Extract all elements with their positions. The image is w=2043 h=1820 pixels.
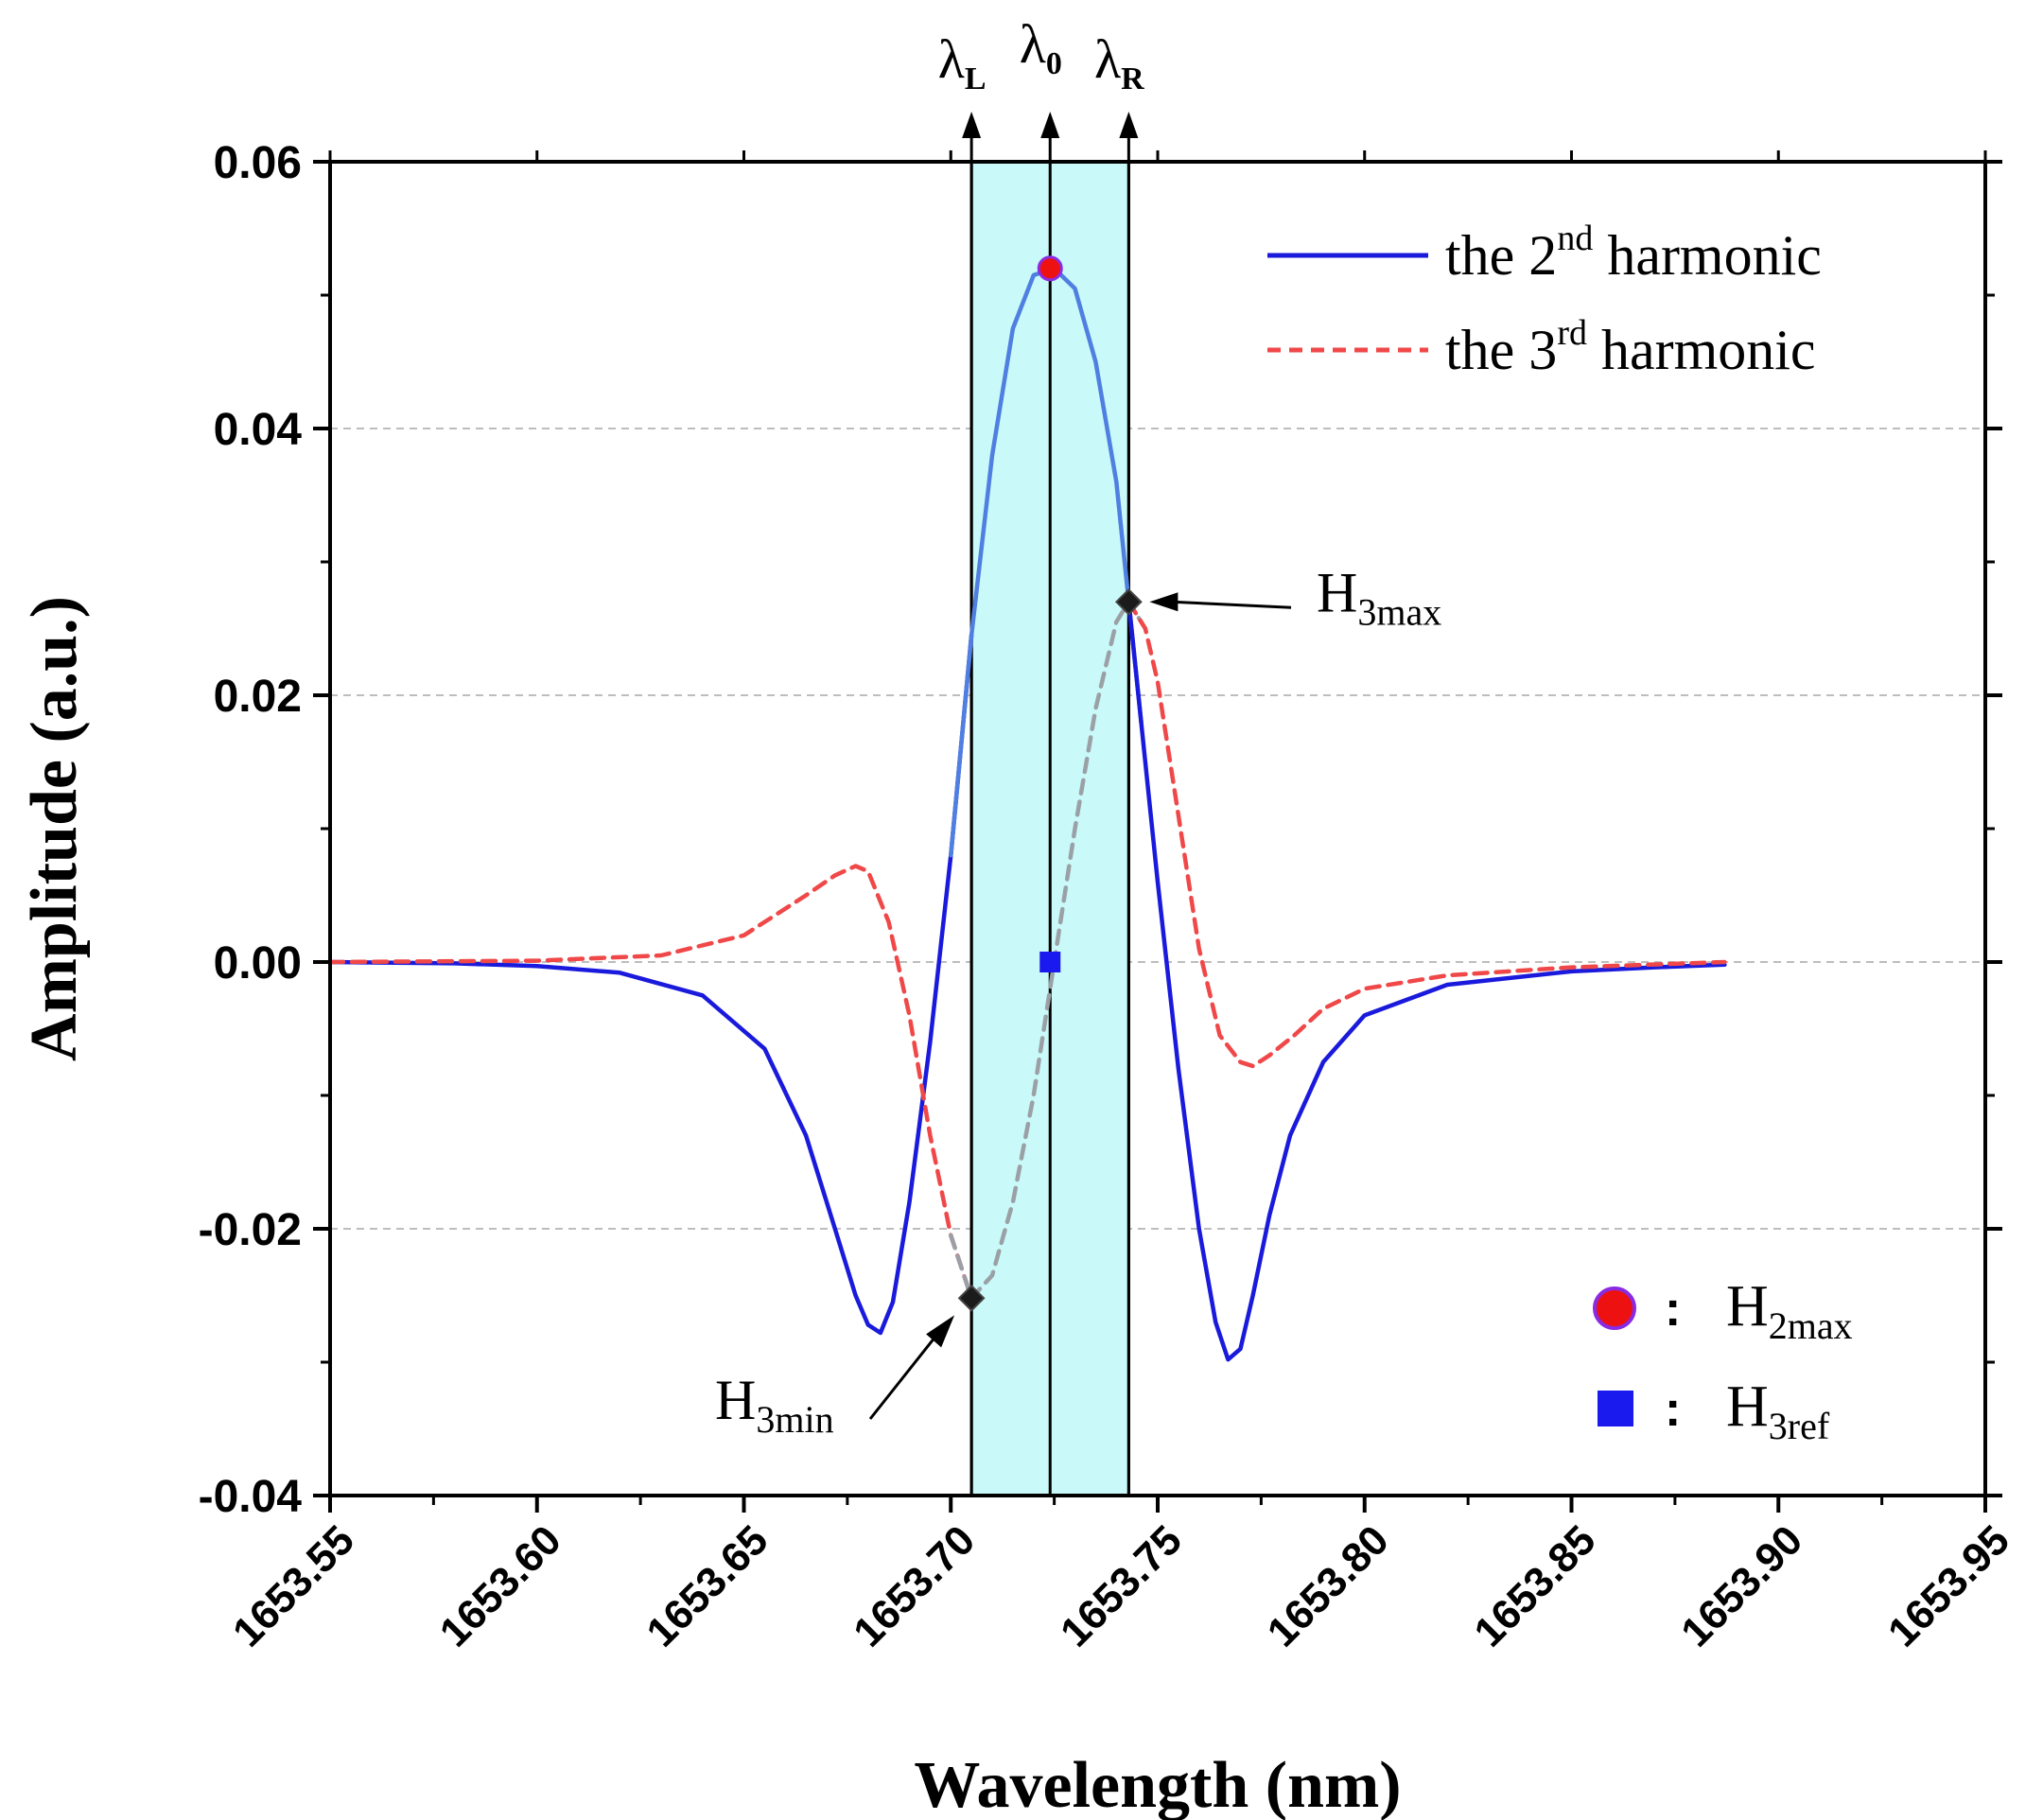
x-tick-label: 1653.75 xyxy=(1052,1516,1191,1655)
h3max-label-base: H xyxy=(1317,561,1357,623)
y-tick-label: 0.00 xyxy=(214,938,302,989)
legend-label-rest: harmonic xyxy=(1593,224,1822,287)
point-layer xyxy=(957,255,1143,1312)
marker-arrow-L xyxy=(962,112,982,138)
marker-label-symbol: λ xyxy=(938,28,965,90)
x-tick-label: 1653.80 xyxy=(1259,1516,1398,1655)
marker-label-L: λL xyxy=(938,28,987,96)
legend-label-rest: harmonic xyxy=(1587,319,1816,381)
marker-arrow-R xyxy=(1119,112,1139,138)
legend-label-base: the 2 xyxy=(1445,224,1557,287)
y-tick-label: 0.02 xyxy=(214,672,302,722)
y-tick-label: 0.04 xyxy=(214,405,303,455)
marker-label-sub: L xyxy=(965,61,987,96)
x-tick-label: 1653.65 xyxy=(637,1516,777,1655)
legend-label-sup: rd xyxy=(1557,313,1587,353)
legend-label-base: the 3 xyxy=(1445,319,1557,381)
series-2-segment-2 xyxy=(1126,600,1727,1069)
h3min-point xyxy=(957,1284,986,1312)
marker-label-symbol: λ xyxy=(1094,28,1121,90)
marker-legend-label-sub: 2max xyxy=(1769,1304,1853,1347)
marker-legend-label-base: H xyxy=(1726,1274,1769,1339)
h3ref-point xyxy=(1039,952,1061,972)
series-1-segment-2 xyxy=(1126,600,1727,1362)
x-tick-label: 1653.95 xyxy=(1879,1516,2018,1655)
marker-arrow-0 xyxy=(1040,112,1060,138)
h3max-arrowhead xyxy=(1149,592,1179,612)
marker-label-sub: R xyxy=(1121,61,1144,96)
h3min-label-base: H xyxy=(715,1369,756,1431)
marker-legend-label-2: H3ref xyxy=(1726,1374,1830,1447)
y-tick-label: -0.04 xyxy=(199,1472,303,1522)
x-tick-label: 1653.60 xyxy=(431,1516,570,1655)
series-1-segment-0 xyxy=(327,633,974,1336)
marker-legend-label-sub: 3ref xyxy=(1769,1405,1830,1447)
h3min-arrow-line xyxy=(868,1333,939,1420)
grid-layer xyxy=(330,428,1985,1230)
h3min-label: H3min xyxy=(715,1369,834,1441)
marker-legend-label-base: H xyxy=(1726,1374,1769,1439)
marker-legend: : H2max: H3ref xyxy=(1593,1274,1853,1447)
y-tick-label: -0.02 xyxy=(199,1205,302,1255)
marker-label-symbol: λ xyxy=(1020,13,1046,75)
h3max-arrow-line xyxy=(1172,600,1292,609)
h3max-label: H3max xyxy=(1317,561,1441,633)
x-tick-label: 1653.90 xyxy=(1672,1516,1811,1655)
x-tick-label: 1653.85 xyxy=(1465,1516,1604,1655)
h3min-label-sub: 3min xyxy=(756,1398,833,1441)
legend-label-1: the 2nd harmonic xyxy=(1445,219,1822,287)
marker-label-R: λR xyxy=(1094,28,1144,96)
marker-label-sub: 0 xyxy=(1046,46,1062,81)
marker-label-0: λ0 xyxy=(1020,13,1062,81)
h3max-point xyxy=(1114,587,1143,616)
x-tick-label: 1653.70 xyxy=(845,1516,984,1655)
x-axis-label: Wavelength (nm) xyxy=(914,1749,1401,1820)
legend-label-sup: nd xyxy=(1557,219,1593,258)
marker-legend-separator: : xyxy=(1665,1382,1681,1437)
legend-label-2: the 3rd harmonic xyxy=(1445,313,1816,381)
h3max-label-sub: 3max xyxy=(1357,590,1441,633)
h2max-point xyxy=(1037,255,1063,282)
x-tick-label: 1653.55 xyxy=(224,1516,363,1655)
h3min-arrowhead xyxy=(926,1315,955,1348)
marker-legend-separator: : xyxy=(1665,1282,1681,1337)
marker-legend-swatch-square xyxy=(1598,1391,1633,1426)
y-tick-label: 0.06 xyxy=(214,138,302,188)
y-axis-label: Amplitude (a.u.) xyxy=(18,596,91,1061)
marker-legend-label-1: H2max xyxy=(1726,1274,1853,1347)
marker-legend-swatch-circle xyxy=(1593,1286,1636,1330)
series-layer xyxy=(327,266,1727,1362)
series-2-segment-0 xyxy=(327,864,974,1301)
